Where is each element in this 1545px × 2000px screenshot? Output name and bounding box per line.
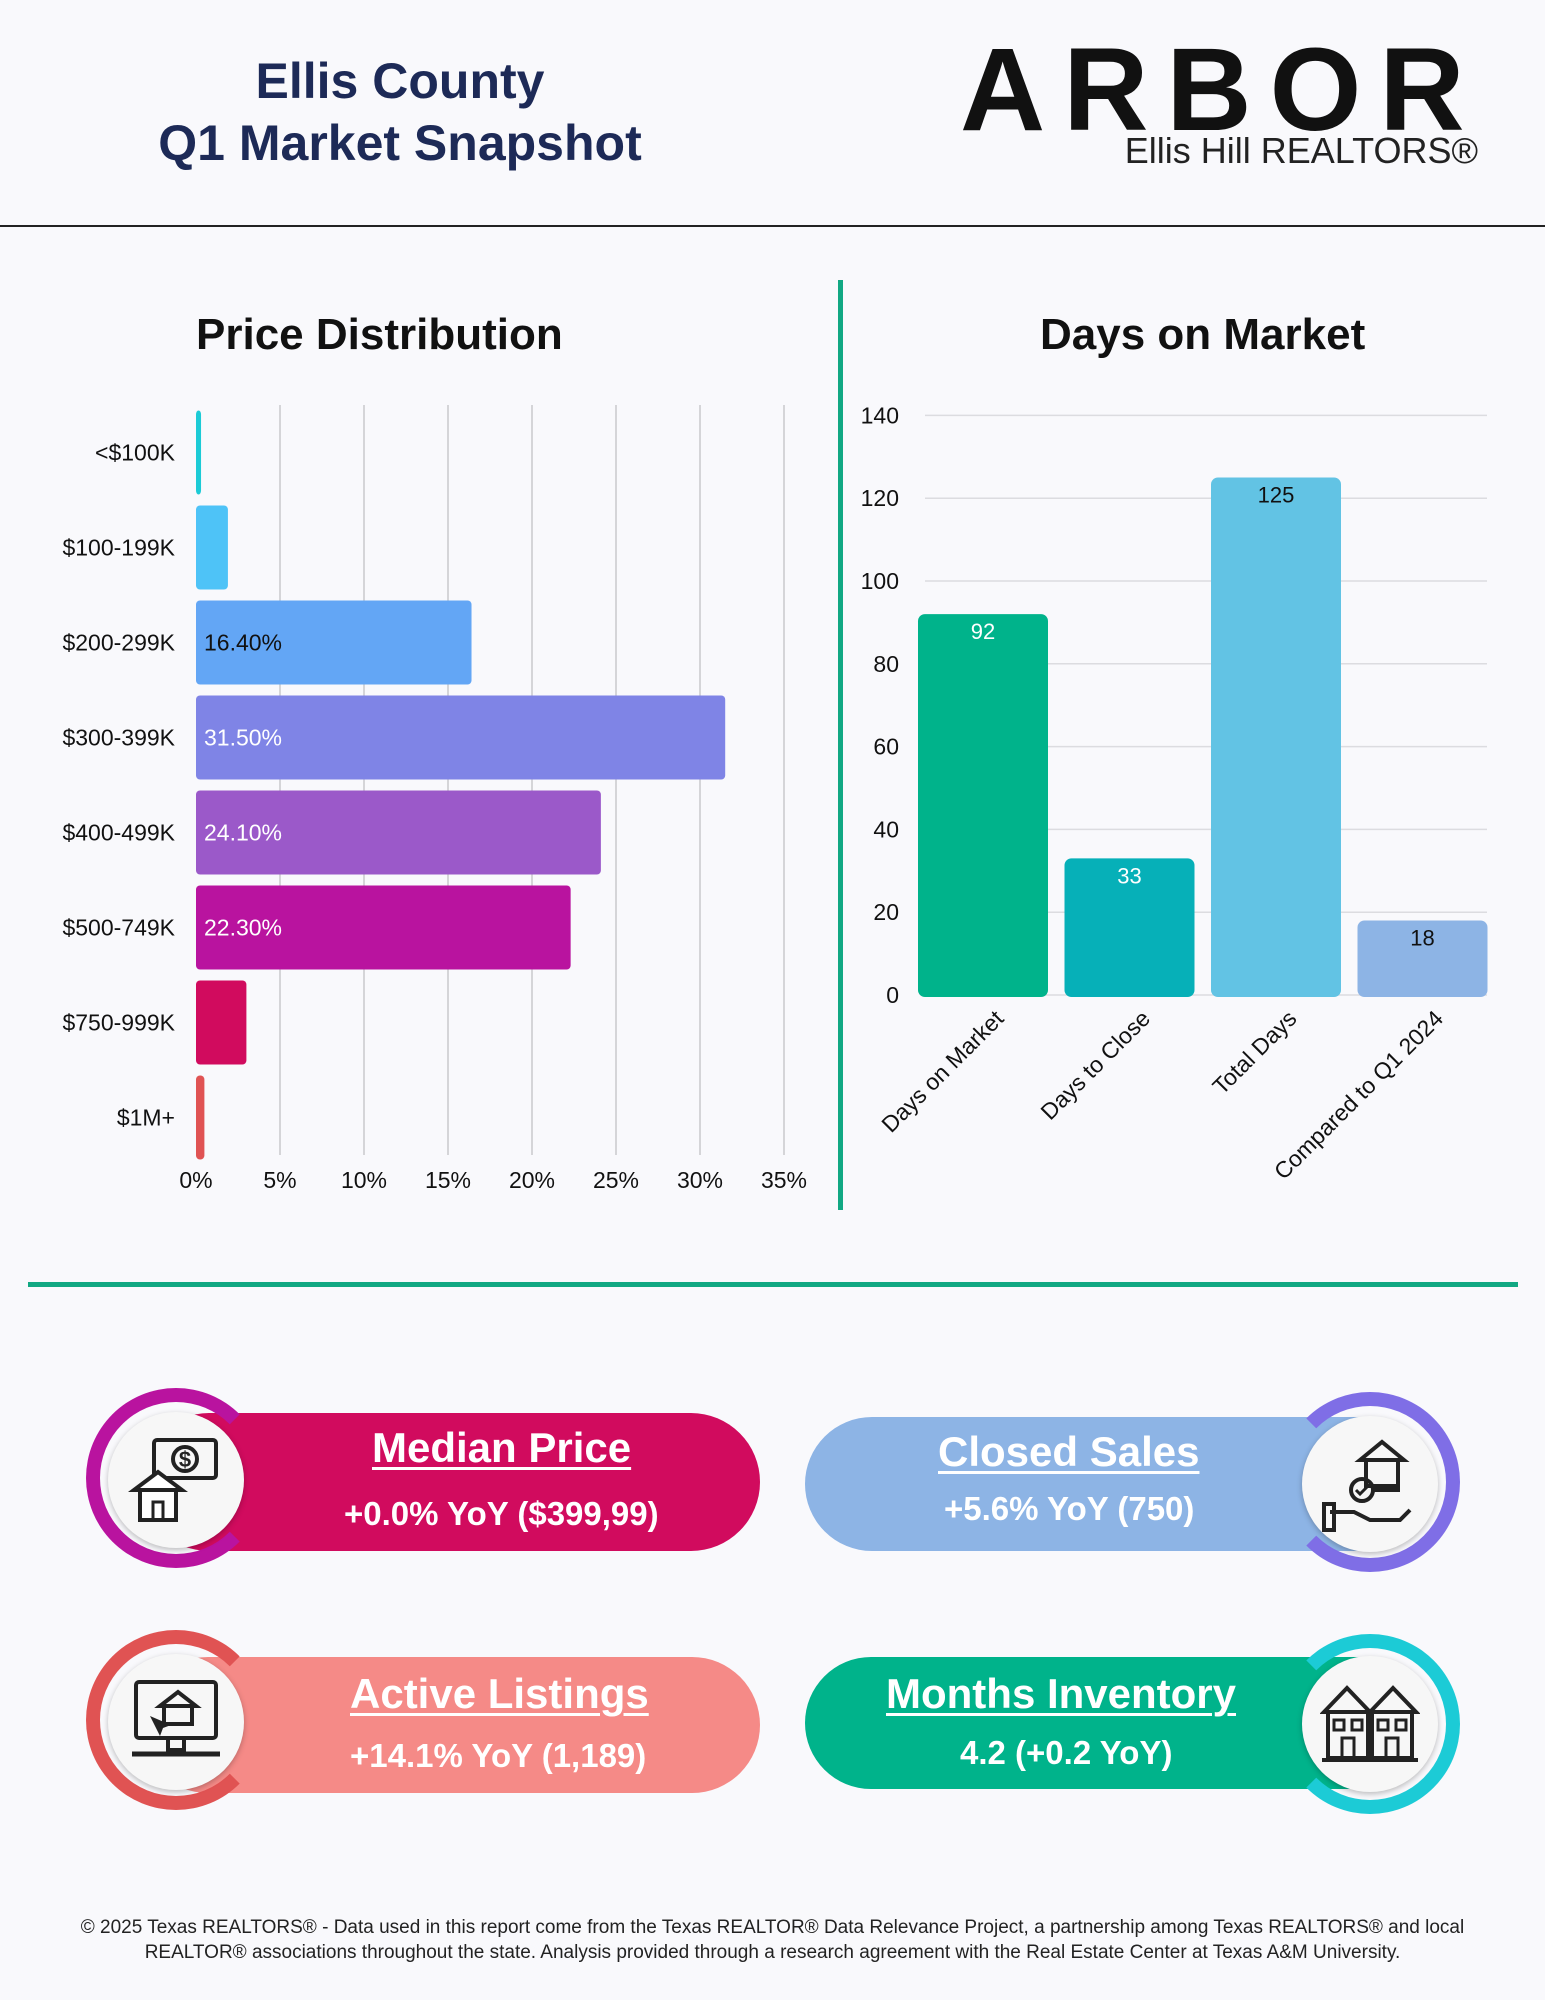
x-category-label: Compared to Q1 2024 bbox=[1269, 1005, 1448, 1184]
x-tick-label: 0% bbox=[179, 1167, 212, 1193]
price-bar bbox=[196, 410, 202, 495]
y-tick-label: 60 bbox=[873, 734, 899, 760]
y-tick-label: 80 bbox=[873, 651, 899, 677]
money-house-icon: $ bbox=[128, 1438, 218, 1522]
page-title: Ellis County Q1 Market Snapshot bbox=[100, 50, 700, 174]
x-tick-label: 35% bbox=[761, 1167, 807, 1193]
days-bar bbox=[918, 614, 1048, 997]
y-tick-label: 0 bbox=[886, 982, 899, 1008]
months-inventory-value: 4.2 (+0.2 YoY) bbox=[960, 1734, 1173, 1771]
days-bar bbox=[1357, 920, 1488, 997]
y-tick-label: 40 bbox=[873, 816, 899, 842]
active-listings-label: Active Listings bbox=[350, 1670, 649, 1717]
price-bar bbox=[196, 695, 726, 780]
x-tick-label: 25% bbox=[593, 1167, 639, 1193]
median-price-label: Median Price bbox=[372, 1424, 632, 1471]
footer-line-1: © 2025 Texas REALTORS® - Data used in th… bbox=[80, 1917, 1465, 1938]
y-tick-label: 100 bbox=[861, 568, 899, 594]
bar-data-label: 33 bbox=[1117, 863, 1141, 888]
section-divider bbox=[28, 1282, 1518, 1287]
closed-sales-icon-badge bbox=[1302, 1416, 1438, 1552]
price-distribution-chart: 0% 5% 10% 15% 20% 25% 30% 35% <$100K $100-199K $20… bbox=[62, 405, 807, 1193]
hand-house-key-icon bbox=[1322, 1439, 1412, 1532]
median-price-icon-badge: $ bbox=[108, 1412, 244, 1548]
active-listings-value: +14.1% YoY (1,189) bbox=[350, 1737, 647, 1774]
days-on-market-title: Days on Market bbox=[1040, 310, 1366, 359]
x-category-label: Days on Market bbox=[876, 1005, 1009, 1138]
months-inventory-label: Months Inventory bbox=[886, 1670, 1237, 1717]
median-price-value: +0.0% YoY ($399,99) bbox=[344, 1495, 659, 1532]
active-listings-icon-badge bbox=[108, 1654, 244, 1790]
monitor-house-icon bbox=[132, 1680, 220, 1757]
y-category-label: $750-999K bbox=[62, 1010, 175, 1036]
x-tick-label: 30% bbox=[677, 1167, 723, 1193]
x-tick-label: 20% bbox=[509, 1167, 555, 1193]
y-tick-label: 140 bbox=[861, 402, 899, 428]
y-category-label: $500-749K bbox=[62, 915, 175, 941]
svg-text:$: $ bbox=[179, 1447, 191, 1472]
vertical-divider bbox=[838, 280, 843, 1210]
x-tick-label: 5% bbox=[263, 1167, 296, 1193]
bar-data-label: 31.50% bbox=[204, 725, 282, 751]
townhouses-icon bbox=[1320, 1685, 1420, 1762]
y-tick-label: 120 bbox=[861, 485, 899, 511]
y-category-label: $100-199K bbox=[62, 535, 175, 561]
footer-disclaimer: © 2025 Texas REALTORS® - Data used in th… bbox=[40, 1915, 1505, 1965]
footer-line-2: REALTOR® associations throughout the sta… bbox=[144, 1942, 1401, 1963]
price-bar bbox=[196, 790, 601, 875]
closed-sales-value: +5.6% YoY (750) bbox=[944, 1490, 1195, 1527]
y-category-label: <$100K bbox=[95, 440, 176, 466]
logo-subtitle: Ellis Hill REALTORS® bbox=[1124, 130, 1478, 171]
y-category-label: $300-399K bbox=[62, 725, 175, 751]
y-category-label: $400-499K bbox=[62, 820, 175, 846]
x-tick-label: 10% bbox=[341, 1167, 387, 1193]
days-on-market-chart: 0 20 40 60 80 100 120 140 92 Days on Market 33 Days… bbox=[861, 402, 1488, 1184]
header-divider bbox=[0, 225, 1545, 227]
arbor-logo: ARBOR Ellis Hill REALTORS® bbox=[960, 28, 1500, 178]
price-bar bbox=[196, 505, 228, 590]
bar-data-label: 16.40% bbox=[204, 630, 282, 656]
bar-data-label: 125 bbox=[1258, 483, 1295, 508]
y-category-label: $1M+ bbox=[117, 1105, 175, 1131]
price-bar bbox=[196, 885, 571, 970]
bar-data-label: 24.10% bbox=[204, 820, 282, 846]
price-distribution-title: Price Distribution bbox=[196, 310, 563, 359]
price-bar bbox=[196, 980, 247, 1065]
title-line-snapshot: Q1 Market Snapshot bbox=[158, 115, 642, 171]
title-line-county: Ellis County bbox=[255, 53, 545, 109]
y-category-label: $200-299K bbox=[62, 630, 175, 656]
closed-sales-label: Closed Sales bbox=[938, 1428, 1200, 1475]
months-inventory-icon-badge bbox=[1302, 1656, 1438, 1792]
price-bar bbox=[196, 1075, 205, 1160]
bar-data-label: 22.30% bbox=[204, 915, 282, 941]
x-category-label: Days to Close bbox=[1035, 1005, 1155, 1125]
bar-data-label: 92 bbox=[971, 619, 995, 644]
x-tick-label: 15% bbox=[425, 1167, 471, 1193]
days-bar bbox=[1211, 477, 1341, 997]
price-bar bbox=[196, 600, 472, 685]
x-category-label: Total Days bbox=[1207, 1005, 1301, 1099]
logo-wordmark: ARBOR bbox=[960, 24, 1483, 156]
bar-data-label: 18 bbox=[1410, 925, 1434, 950]
days-bar bbox=[1064, 858, 1195, 997]
y-tick-label: 20 bbox=[873, 899, 899, 925]
